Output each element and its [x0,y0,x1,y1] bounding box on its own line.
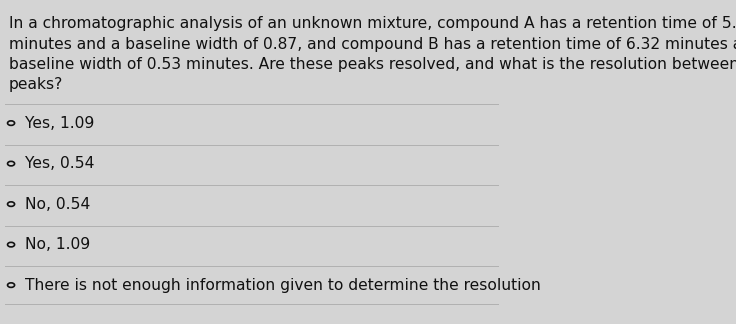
Text: In a chromatographic analysis of an unknown mixture, compound A has a retention : In a chromatographic analysis of an unkn… [9,16,736,92]
Text: There is not enough information given to determine the resolution: There is not enough information given to… [25,278,541,293]
Text: Yes, 1.09: Yes, 1.09 [25,116,94,131]
Text: No, 0.54: No, 0.54 [25,197,91,212]
Text: No, 1.09: No, 1.09 [25,237,91,252]
Text: Yes, 0.54: Yes, 0.54 [25,156,95,171]
